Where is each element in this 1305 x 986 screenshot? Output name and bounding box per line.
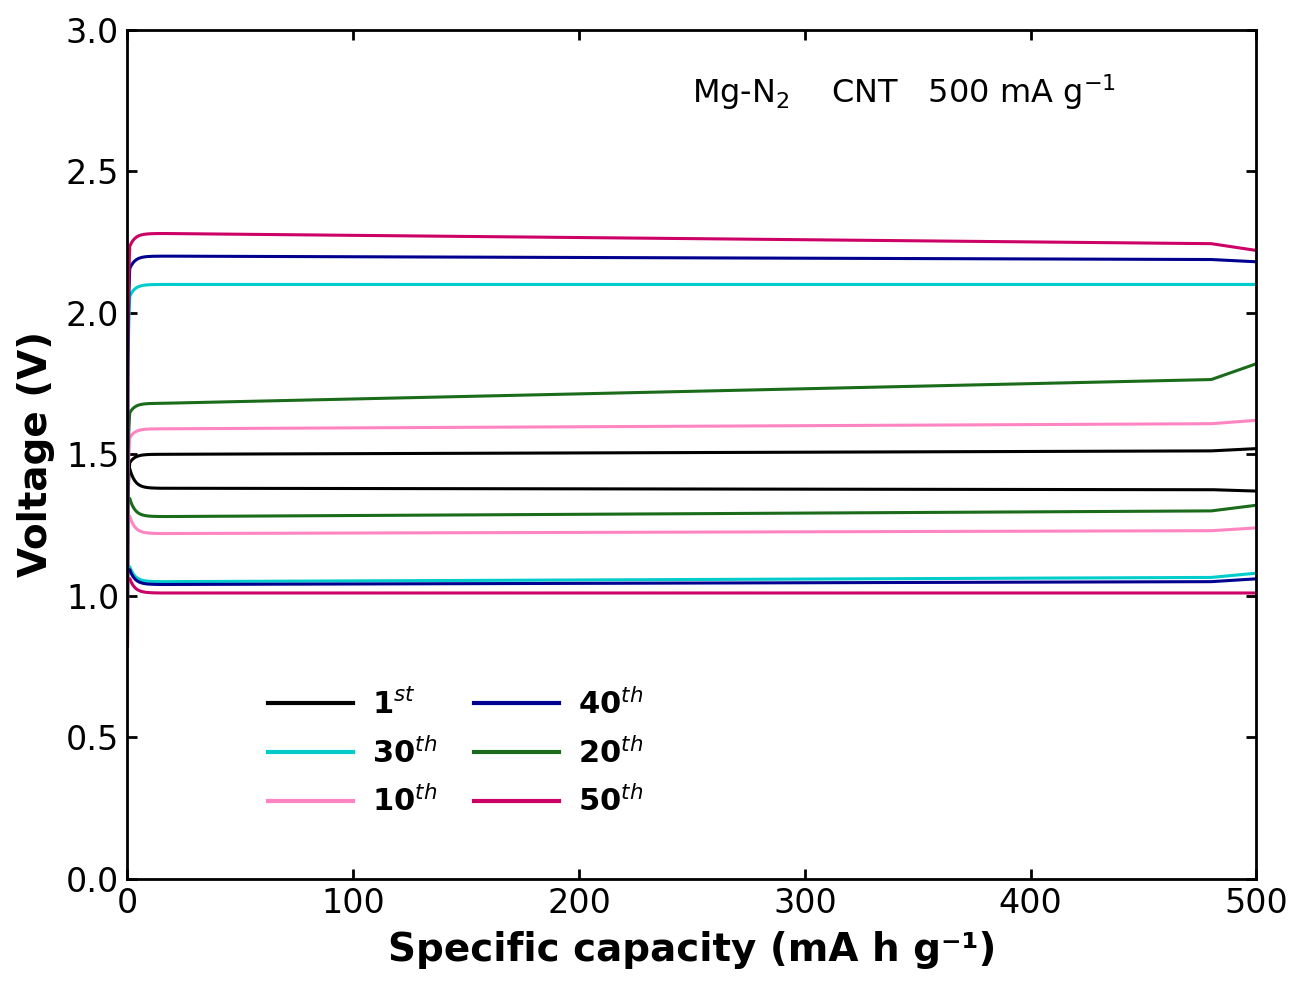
Legend: 1$^{st}$, 30$^{th}$, 10$^{th}$, 40$^{th}$, 20$^{th}$, 50$^{th}$: 1$^{st}$, 30$^{th}$, 10$^{th}$, 40$^{th}… — [256, 675, 655, 829]
Y-axis label: Voltage (V): Voltage (V) — [17, 331, 55, 578]
X-axis label: Specific capacity (mA h g⁻¹): Specific capacity (mA h g⁻¹) — [388, 932, 996, 969]
Text: Mg-N$_2$    CNT   500 mA g$^{-1}$: Mg-N$_2$ CNT 500 mA g$^{-1}$ — [692, 72, 1116, 111]
